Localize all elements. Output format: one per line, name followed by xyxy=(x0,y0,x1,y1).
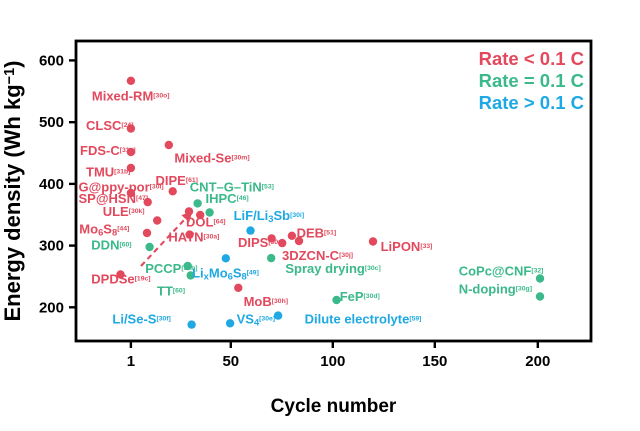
svg-text:300: 300 xyxy=(39,238,64,255)
svg-text:100: 100 xyxy=(320,353,345,370)
svg-text:400: 400 xyxy=(39,176,64,193)
svg-text:500: 500 xyxy=(39,114,64,131)
svg-text:600: 600 xyxy=(39,52,64,69)
svg-text:Energy density (Wh kg−1): Energy density (Wh kg−1) xyxy=(0,60,25,321)
svg-text:200: 200 xyxy=(525,353,550,370)
svg-text:1: 1 xyxy=(127,353,135,370)
svg-text:50: 50 xyxy=(222,353,239,370)
svg-text:CoPc@CNF[32]: CoPc@CNF[32] xyxy=(459,264,544,279)
svg-text:Cycle number: Cycle number xyxy=(271,396,397,417)
svg-text:150: 150 xyxy=(422,353,447,370)
svg-text:Rate > 0.1 C: Rate > 0.1 C xyxy=(479,92,584,113)
svg-text:Rate = 0.1 C: Rate = 0.1 C xyxy=(479,70,584,91)
svg-text:200: 200 xyxy=(39,299,64,316)
svg-text:Rate < 0.1 C: Rate < 0.1 C xyxy=(479,48,584,69)
svg-text:Dilute electrolyte[59]: Dilute electrolyte[59] xyxy=(305,312,422,327)
